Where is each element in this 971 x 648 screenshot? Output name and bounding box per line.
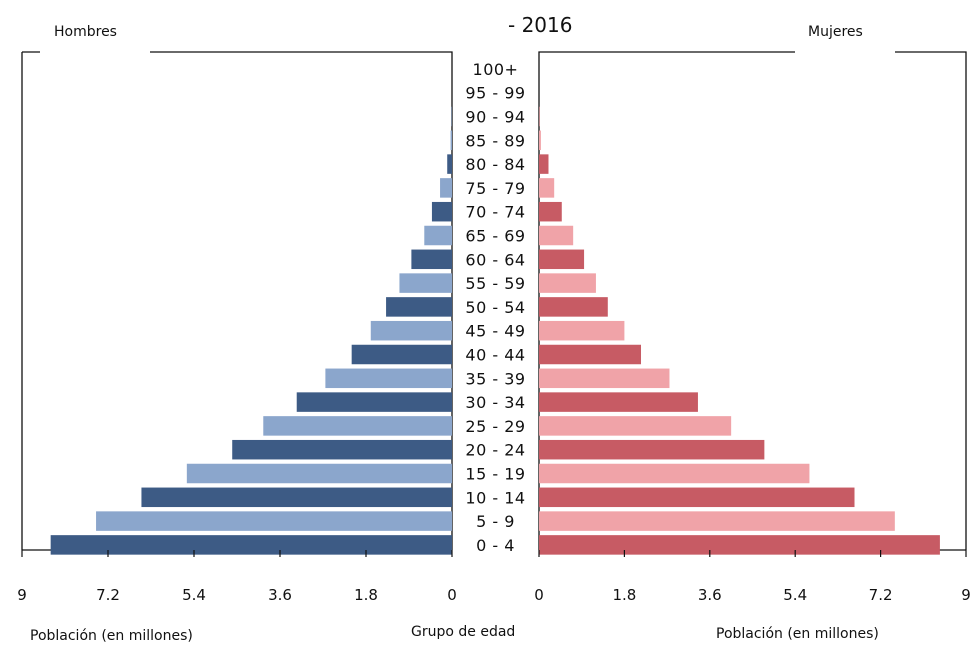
- age-group-label: 0 - 4: [476, 536, 515, 555]
- male-bar: [296, 392, 452, 412]
- male-bars: [50, 106, 453, 555]
- male-bar: [386, 297, 452, 317]
- male-bar: [431, 201, 452, 222]
- female-bar: [539, 511, 895, 531]
- male-bar: [263, 416, 452, 436]
- age-group-label: 20 - 24: [465, 441, 525, 460]
- age-group-label: 30 - 34: [465, 393, 525, 412]
- tick-label: 1.8: [354, 586, 378, 604]
- tick-label: 0: [534, 586, 544, 604]
- age-group-label: 60 - 64: [465, 250, 525, 269]
- female-bars: [539, 106, 940, 555]
- left-panel-label-bg: [40, 28, 150, 64]
- female-bar: [539, 201, 562, 222]
- age-group-label: 15 - 19: [465, 465, 525, 484]
- male-bar: [411, 249, 452, 270]
- tick-label: 9: [17, 586, 27, 604]
- tick-label: 5.4: [182, 586, 206, 604]
- age-group-label: 45 - 49: [465, 322, 525, 341]
- age-group-label: 70 - 74: [465, 203, 525, 222]
- tick-label: 0: [447, 586, 457, 604]
- age-group-label: 100+: [473, 60, 519, 79]
- age-group-label: 40 - 44: [465, 346, 525, 365]
- female-bar: [539, 392, 698, 412]
- tick-label: 7.2: [96, 586, 120, 604]
- center-axis-label: Grupo de edad: [411, 624, 515, 640]
- age-group-label: 80 - 84: [465, 155, 525, 174]
- tick-label: 5.4: [783, 586, 807, 604]
- chart-title: - 2016: [508, 13, 572, 37]
- age-group-label: 85 - 89: [465, 131, 525, 150]
- left-panel-label: Hombres: [54, 24, 117, 40]
- male-bar: [399, 273, 452, 293]
- male-bar: [424, 225, 452, 246]
- age-group-label: 35 - 39: [465, 369, 525, 388]
- female-bar: [539, 439, 765, 460]
- age-group-labels: 100+ 95 - 99 90 - 94 85 - 89 80 - 84 75 - 79 7…: [465, 60, 525, 555]
- female-bar: [539, 225, 574, 246]
- female-bar: [539, 178, 555, 198]
- right-x-axis-label: Población (en millones): [716, 626, 879, 642]
- male-bar: [325, 368, 452, 389]
- female-bar: [539, 535, 940, 555]
- female-bar: [539, 487, 855, 508]
- age-group-label: 65 - 69: [465, 227, 525, 246]
- tick-label: 1.8: [612, 586, 636, 604]
- male-bar: [141, 487, 452, 508]
- tick-label: 9: [961, 586, 971, 604]
- age-group-label: 90 - 94: [465, 108, 525, 127]
- male-bar: [351, 344, 452, 365]
- female-bar: [539, 320, 625, 341]
- tick-label: 3.6: [698, 586, 722, 604]
- tick-label: 7.2: [869, 586, 893, 604]
- female-bar: [539, 463, 810, 484]
- male-bar: [232, 439, 452, 460]
- male-bar: [447, 154, 452, 174]
- age-group-label: 95 - 99: [465, 84, 525, 103]
- x-axis-ticks: 9 7.2 5.4 3.6 1.8 0 0 1.8 3.6 5.4 7.2 9: [17, 550, 971, 604]
- male-bar: [450, 130, 452, 151]
- age-group-label: 55 - 59: [465, 274, 525, 293]
- female-bar: [539, 273, 596, 293]
- female-bar: [539, 416, 732, 436]
- age-group-label: 10 - 14: [465, 488, 525, 507]
- male-bar: [96, 511, 453, 531]
- left-x-axis-label: Población (en millones): [30, 628, 193, 644]
- female-bar: [539, 368, 670, 389]
- age-group-label: 5 - 9: [476, 512, 515, 531]
- male-bar: [370, 320, 452, 341]
- female-bar: [539, 130, 541, 151]
- female-bar: [539, 297, 608, 317]
- tick-label: 3.6: [268, 586, 292, 604]
- female-bar: [539, 249, 585, 270]
- male-bar: [186, 463, 453, 484]
- right-panel-label-bg: [795, 28, 895, 64]
- male-bar: [440, 178, 452, 198]
- female-bar: [539, 154, 549, 174]
- age-group-label: 75 - 79: [465, 179, 525, 198]
- female-bar: [539, 344, 642, 365]
- male-bar: [50, 535, 453, 555]
- right-panel-label: Mujeres: [808, 24, 863, 40]
- age-group-label: 50 - 54: [465, 298, 525, 317]
- age-group-label: 25 - 29: [465, 417, 525, 436]
